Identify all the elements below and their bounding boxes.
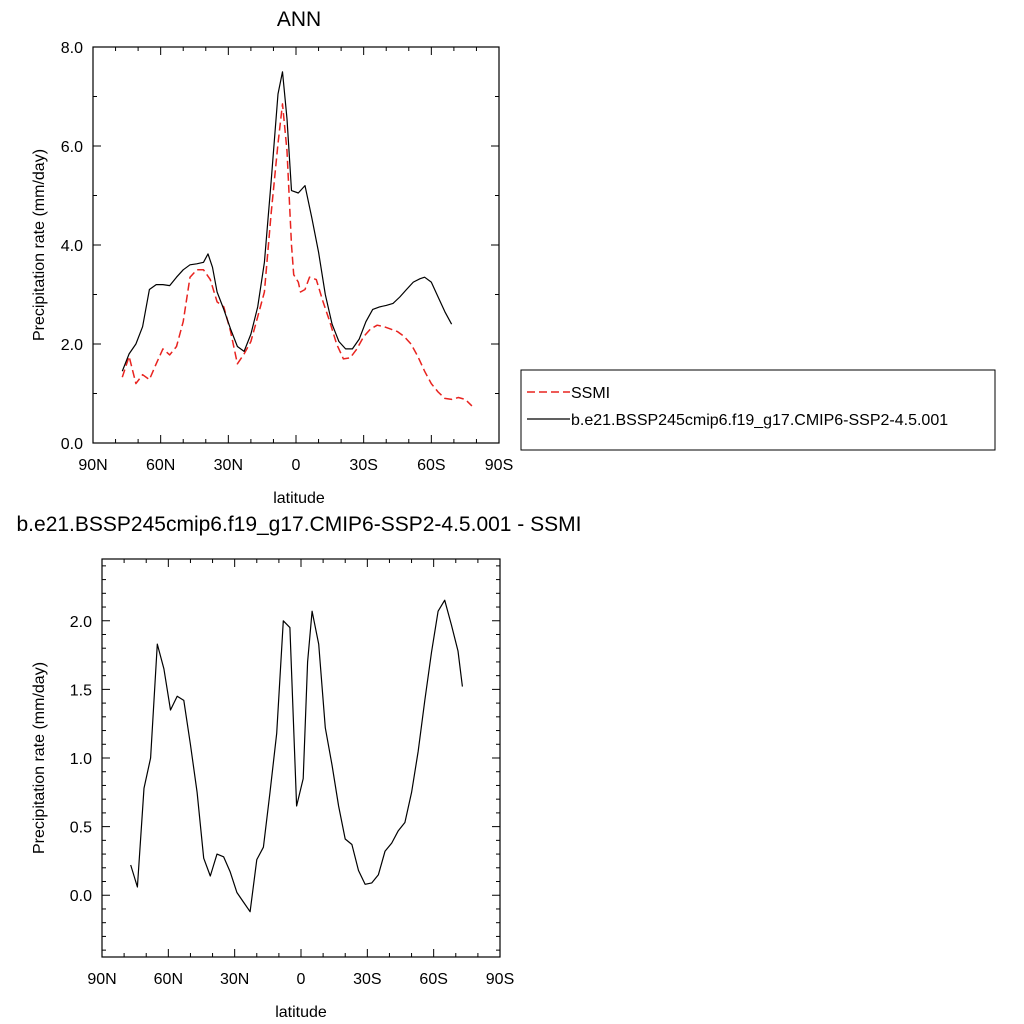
legend-label-model: b.e21.BSSP245cmip6.f19_g17.CMIP6-SSP2-4.… (571, 412, 948, 429)
x-tick-label: 60N (154, 971, 183, 988)
y-tick-label: 8.0 (61, 40, 83, 57)
y-tick-label: 0.0 (61, 436, 83, 453)
x-axis-label: latitude (275, 1004, 327, 1021)
legend: SSMI b.e21.BSSP245cmip6.f19_g17.CMIP6-SS… (520, 369, 996, 451)
y-tick-label: 1.5 (70, 682, 92, 699)
legend-box (520, 369, 996, 451)
x-tick-label: 60S (417, 457, 445, 474)
x-tick-label: 60N (146, 457, 175, 474)
y-tick-label: 2.0 (61, 337, 83, 354)
x-tick-label: 90S (486, 971, 514, 988)
y-tick-label: 0.5 (70, 820, 92, 837)
chart-title: b.e21.BSSP245cmip6.f19_g17.CMIP6-SSP2-4.… (17, 513, 582, 536)
y-tick-label: 1.0 (70, 751, 92, 768)
y-tick-label: 4.0 (61, 238, 83, 255)
y-axis-label: Precipitation rate (mm/day) (31, 662, 48, 854)
x-tick-label: 30N (214, 457, 243, 474)
x-tick-label: 30N (220, 971, 249, 988)
legend-label-ssmi: SSMI (571, 385, 610, 402)
x-tick-label: 60S (419, 971, 447, 988)
x-tick-label: 0 (297, 971, 306, 988)
x-tick-label: 90S (485, 457, 513, 474)
y-tick-label: 6.0 (61, 139, 83, 156)
difference-panel: b.e21.BSSP245cmip6.f19_g17.CMIP6-SSP2-4.… (17, 513, 582, 1021)
x-axis-label: latitude (273, 490, 325, 507)
x-tick-label: 90N (78, 457, 107, 474)
x-tick-label: 30S (353, 971, 381, 988)
chart-title: ANN (277, 8, 321, 31)
x-tick-label: 0 (292, 457, 301, 474)
series-line-ssmi (121, 103, 473, 407)
series-line-b-e21-bssp245cmip6-f19-g17-cmip6-ssp2-4-5-001 (121, 71, 453, 372)
plot-frame (101, 558, 501, 958)
plot-frame (92, 46, 500, 444)
x-tick-label: 90N (87, 971, 116, 988)
y-axis-label: Precipitation rate (mm/day) (31, 149, 48, 341)
x-tick-label: 30S (349, 457, 377, 474)
y-tick-label: 2.0 (70, 614, 92, 631)
y-tick-label: 0.0 (70, 888, 92, 905)
ann-panel: ANN 90N 60N 30N 0 30S 60S 90S 0.0 2.0 4.0 6.0 8.0 l… (31, 8, 513, 507)
series-line-difference (130, 599, 463, 913)
